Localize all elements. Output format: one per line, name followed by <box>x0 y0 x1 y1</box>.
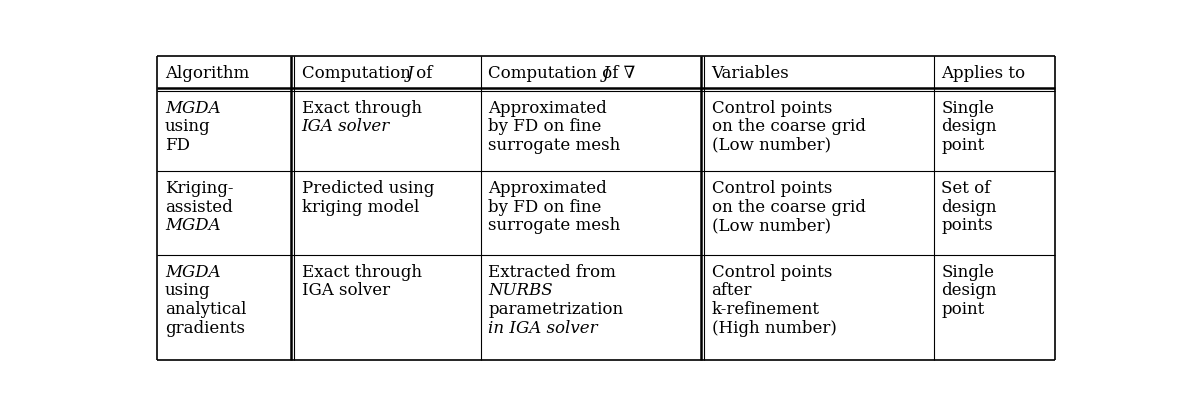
Text: Set of: Set of <box>941 180 991 197</box>
Text: gradients: gradients <box>164 319 245 336</box>
Text: on the coarse grid: on the coarse grid <box>712 198 865 215</box>
Text: FD: FD <box>164 136 190 153</box>
Text: point: point <box>941 300 985 317</box>
Text: IGA solver: IGA solver <box>301 118 390 135</box>
Text: Extracted from: Extracted from <box>488 263 616 280</box>
Text: Computation of ∇: Computation of ∇ <box>488 65 636 82</box>
Text: design: design <box>941 118 996 135</box>
Text: Exact through: Exact through <box>301 263 422 280</box>
Text: after: after <box>712 282 752 299</box>
Text: NURBS: NURBS <box>488 282 553 299</box>
Text: point: point <box>941 136 985 153</box>
Text: Applies to: Applies to <box>941 65 1026 82</box>
Text: using: using <box>164 118 210 135</box>
Text: MGDA: MGDA <box>164 263 220 280</box>
Text: IGA solver: IGA solver <box>301 282 390 299</box>
Text: Kriging-: Kriging- <box>164 180 233 197</box>
Text: Control points: Control points <box>712 99 832 116</box>
Text: (Low number): (Low number) <box>712 217 831 234</box>
Text: MGDA: MGDA <box>164 217 220 234</box>
Text: points: points <box>941 217 993 234</box>
Text: J: J <box>407 65 414 82</box>
Text: Control points: Control points <box>712 180 832 197</box>
Text: Single: Single <box>941 99 994 116</box>
Text: MGDA: MGDA <box>164 99 220 116</box>
Text: J: J <box>603 65 609 82</box>
Text: design: design <box>941 198 996 215</box>
Text: kriging model: kriging model <box>301 198 418 215</box>
Text: Predicted using: Predicted using <box>301 180 434 197</box>
Text: in IGA solver: in IGA solver <box>488 319 598 336</box>
Text: Algorithm: Algorithm <box>164 65 249 82</box>
Text: analytical: analytical <box>164 300 246 317</box>
Text: Approximated: Approximated <box>488 99 608 116</box>
Text: Single: Single <box>941 263 994 280</box>
Text: k-refinement: k-refinement <box>712 300 819 317</box>
Text: by FD on fine: by FD on fine <box>488 198 602 215</box>
Text: design: design <box>941 282 996 299</box>
Text: (Low number): (Low number) <box>712 136 831 153</box>
Text: Approximated: Approximated <box>488 180 608 197</box>
Text: parametrization: parametrization <box>488 300 624 317</box>
Text: assisted: assisted <box>164 198 233 215</box>
Text: surrogate mesh: surrogate mesh <box>488 217 621 234</box>
Text: (High number): (High number) <box>712 319 837 336</box>
Text: on the coarse grid: on the coarse grid <box>712 118 865 135</box>
Text: using: using <box>164 282 210 299</box>
Text: by FD on fine: by FD on fine <box>488 118 602 135</box>
Text: surrogate mesh: surrogate mesh <box>488 136 621 153</box>
Text: Computation of: Computation of <box>301 65 437 82</box>
Text: Exact through: Exact through <box>301 99 422 116</box>
Text: Variables: Variables <box>712 65 790 82</box>
Text: Control points: Control points <box>712 263 832 280</box>
